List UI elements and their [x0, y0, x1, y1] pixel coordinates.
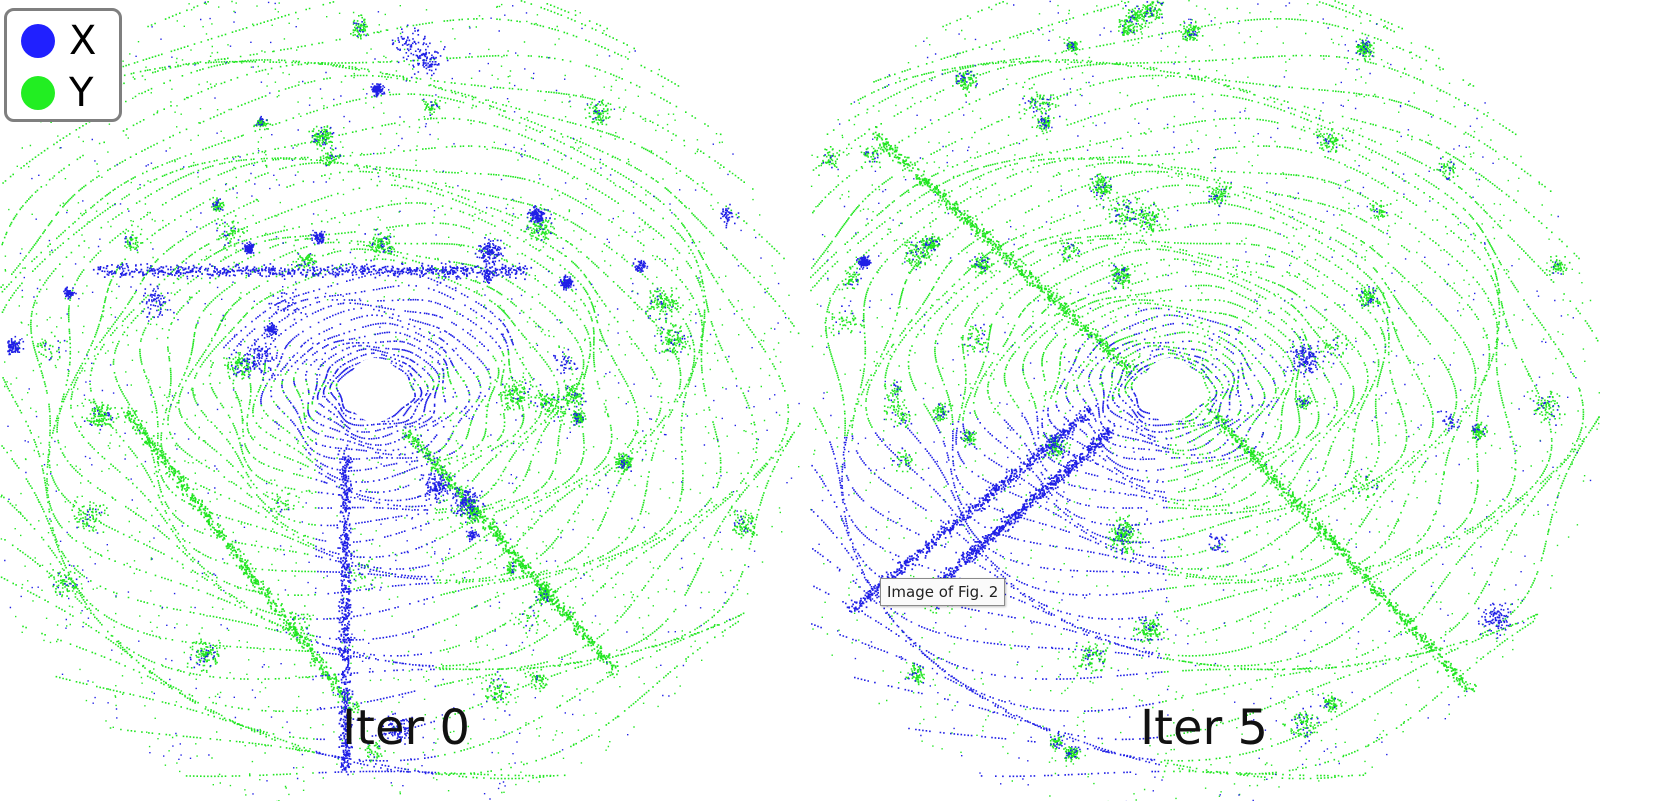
point-cloud-panel-iter-0 [0, 0, 801, 801]
panel-label-iter-5: Iter 5 [1140, 700, 1269, 756]
legend-label-x: X [69, 18, 97, 64]
legend-entry-y: Y [21, 71, 93, 115]
image-tooltip: Image of Fig. 2 [880, 578, 1006, 606]
legend-entry-x: X [21, 19, 96, 63]
sensor-origin-gap [1142, 358, 1198, 422]
y-points [810, 0, 1600, 801]
panel-label-iter-0: Iter 0 [342, 700, 471, 756]
legend-dot-x [21, 24, 55, 58]
x-points [810, 0, 1592, 801]
point-cloud-panel-iter-5 [810, 0, 1600, 801]
legend: X Y [4, 8, 122, 122]
x-points [4, 1, 800, 800]
legend-dot-y [21, 76, 55, 110]
legend-label-y: Y [69, 70, 94, 116]
sensor-origin-gap [347, 358, 403, 422]
